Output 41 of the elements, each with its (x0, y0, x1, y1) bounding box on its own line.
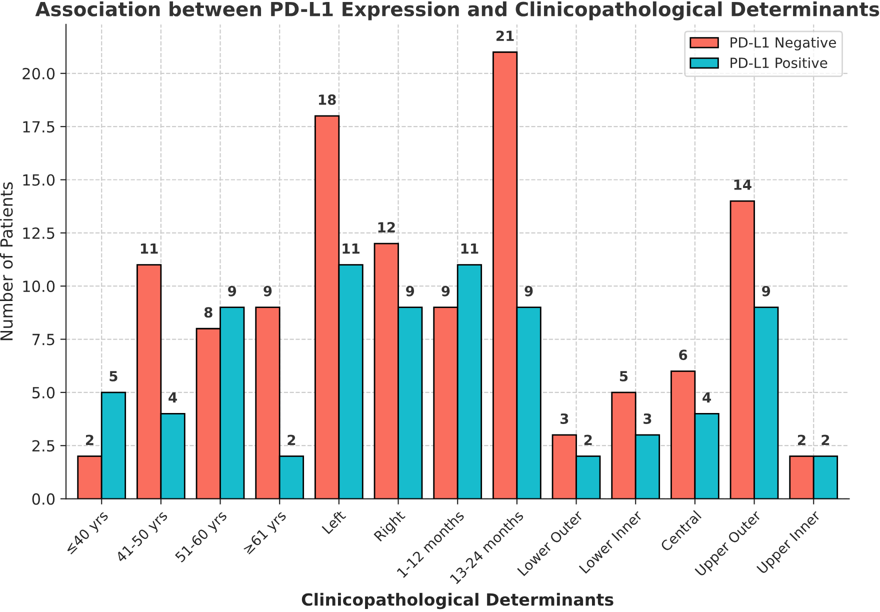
y-tick-label: 0.0 (32, 493, 55, 505)
y-tick-label: 7.5 (32, 334, 54, 346)
data-label: 9 (442, 286, 450, 296)
data-label: 11 (140, 243, 158, 254)
chart-title: Association between PD-L1 Expression and Clinicopathological Determinants (35, 1, 880, 20)
data-label: 9 (762, 286, 770, 296)
legend-label: PD-L1 Positive (730, 57, 828, 68)
y-tick-label: 17.5 (23, 121, 54, 133)
data-label: 8 (204, 307, 212, 318)
data-label: 3 (560, 413, 568, 424)
data-label: 2 (86, 434, 94, 446)
x-tick-label: Left (321, 509, 346, 534)
data-label: 9 (406, 286, 414, 296)
data-label: 4 (702, 392, 711, 402)
y-tick-label: 2.5 (32, 440, 54, 452)
y-tick-label: 10.0 (23, 280, 55, 292)
data-label: 9 (264, 286, 272, 296)
data-label: 11 (461, 243, 478, 254)
x-axis-title: Clinicopathological Determinants (302, 592, 614, 610)
data-label: 12 (378, 222, 395, 232)
data-label: 18 (318, 94, 336, 105)
data-label: 6 (679, 350, 688, 360)
y-tick-label: 12.5 (23, 227, 54, 239)
y-tick-label: 15.0 (23, 174, 55, 186)
data-label: 2 (288, 434, 296, 446)
data-label: 9 (228, 286, 236, 296)
data-label: 11 (342, 243, 360, 254)
data-label: 21 (496, 30, 514, 41)
data-label: 3 (644, 413, 652, 424)
data-label: 5 (110, 371, 118, 382)
data-label: 9 (524, 286, 533, 296)
y-axis-title: Number of Patients (0, 182, 13, 340)
y-tick-label: 20.0 (22, 68, 55, 80)
data-label: 5 (620, 371, 628, 382)
data-label: 14 (734, 180, 752, 190)
y-tick-label: 5.0 (32, 386, 55, 398)
legend-label: PD-L1 Negative (730, 36, 836, 50)
data-label: 2 (822, 434, 830, 446)
data-label: 4 (168, 392, 177, 402)
data-label: 2 (584, 434, 592, 446)
data-label: 2 (798, 434, 806, 446)
